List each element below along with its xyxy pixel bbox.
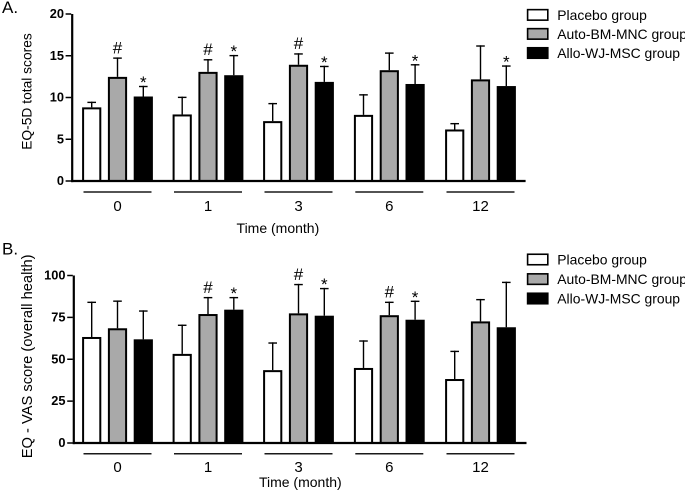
svg-text:A.: A. xyxy=(2,0,18,17)
svg-text:#: # xyxy=(203,40,213,59)
svg-text:25: 25 xyxy=(51,393,65,408)
svg-text:#: # xyxy=(113,38,123,57)
svg-text:3: 3 xyxy=(294,198,302,215)
svg-text:50: 50 xyxy=(51,351,65,366)
svg-text:0: 0 xyxy=(113,198,121,215)
svg-text:EQ - VAS score (overall health: EQ - VAS score (overall health) xyxy=(20,255,36,459)
svg-text:#: # xyxy=(203,278,213,297)
svg-text:0: 0 xyxy=(58,435,65,450)
svg-text:*: * xyxy=(412,288,419,307)
svg-text:100: 100 xyxy=(44,268,65,283)
svg-text:Placebo group: Placebo group xyxy=(557,251,647,267)
svg-text:*: * xyxy=(140,73,147,92)
svg-text:Time (month): Time (month) xyxy=(237,220,320,236)
svg-text:*: * xyxy=(412,51,419,70)
svg-text:3: 3 xyxy=(294,459,302,476)
svg-text:*: * xyxy=(321,275,328,294)
svg-text:EQ-5D total scores: EQ-5D total scores xyxy=(20,33,35,150)
svg-text:0: 0 xyxy=(57,173,64,188)
svg-text:*: * xyxy=(503,53,510,72)
svg-text:#: # xyxy=(294,34,304,53)
svg-text:Placebo group: Placebo group xyxy=(557,7,647,23)
svg-text:75: 75 xyxy=(51,310,65,325)
svg-text:6: 6 xyxy=(385,198,393,215)
svg-text:Auto-BM-MNC group: Auto-BM-MNC group xyxy=(557,271,685,287)
svg-text:1: 1 xyxy=(204,459,212,476)
svg-text:B.: B. xyxy=(2,240,18,259)
svg-text:12: 12 xyxy=(472,198,489,215)
svg-text:#: # xyxy=(385,283,395,302)
svg-text:Auto-BM-MNC group: Auto-BM-MNC group xyxy=(557,26,685,42)
svg-text:Allo-WJ-MSC group: Allo-WJ-MSC group xyxy=(557,45,680,61)
svg-text:Allo-WJ-MSC group: Allo-WJ-MSC group xyxy=(557,290,680,306)
svg-text:15: 15 xyxy=(50,48,64,63)
svg-text:*: * xyxy=(230,284,237,303)
svg-text:20: 20 xyxy=(50,6,64,21)
svg-text:1: 1 xyxy=(204,198,212,215)
svg-text:#: # xyxy=(294,265,304,284)
svg-text:10: 10 xyxy=(50,90,64,105)
svg-text:5: 5 xyxy=(57,131,64,146)
svg-text:0: 0 xyxy=(113,459,121,476)
svg-text:*: * xyxy=(230,42,237,61)
svg-text:6: 6 xyxy=(385,459,393,476)
svg-text:12: 12 xyxy=(472,459,489,476)
svg-text:*: * xyxy=(321,53,328,72)
svg-text:Time (month): Time (month) xyxy=(259,474,342,490)
